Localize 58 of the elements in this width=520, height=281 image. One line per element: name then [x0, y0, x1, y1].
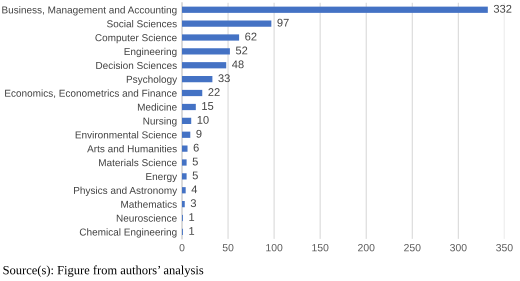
y-tick-label: Arts and Humanities	[87, 144, 177, 152]
data-label: 48	[232, 60, 244, 68]
data-label: 15	[202, 102, 214, 110]
bar	[182, 159, 187, 166]
y-tick-label: Business, Management and Accounting	[2, 6, 177, 16]
bar	[182, 48, 230, 55]
data-label: 1	[189, 213, 194, 221]
data-label: 332	[494, 4, 512, 13]
bar	[182, 187, 186, 194]
y-tick-label: Environmental Science	[76, 131, 177, 138]
y-tick-label: Mathematics	[121, 200, 177, 208]
data-label: 3	[190, 199, 196, 208]
bar	[182, 145, 188, 152]
y-tick-label: Energy	[146, 173, 178, 182]
data-label: 9	[196, 130, 202, 138]
bar	[182, 132, 190, 138]
data-label: 52	[236, 46, 248, 54]
x-tick-label: 0	[180, 244, 184, 252]
data-label: 1	[189, 227, 194, 235]
y-tick-label: Engineering	[124, 48, 176, 58]
y-tick-label: Economics, Econometrics and Finance	[5, 89, 177, 98]
y-tick-label: Neuroscience	[116, 214, 177, 222]
y-tick-label: Chemical Engineering	[80, 228, 176, 238]
data-label: 62	[245, 32, 256, 41]
x-tick-label: 100	[266, 244, 282, 252]
x-tick-label: 300	[450, 244, 467, 252]
data-label: 5	[192, 158, 198, 166]
data-label: 6	[194, 144, 199, 152]
bar	[182, 201, 185, 208]
y-tick-label: Physics and Astronomy	[74, 186, 178, 196]
bar	[182, 118, 192, 124]
y-tick-label: Computer Science	[95, 34, 177, 44]
x-tick-label: 250	[404, 244, 421, 252]
data-label: 10	[198, 116, 209, 124]
bar	[182, 62, 226, 68]
x-tick-label: 50	[222, 244, 234, 252]
bar	[182, 104, 196, 110]
data-label: 97	[277, 18, 289, 27]
source-note: Source(s): Figure from authors’ analysis	[3, 265, 204, 277]
bar	[182, 76, 212, 82]
bar	[182, 6, 488, 13]
data-label: 22	[208, 88, 220, 96]
y-tick-label: Medicine	[138, 103, 177, 111]
y-tick-label: Nursing	[144, 117, 176, 127]
y-tick-label: Social Sciences	[107, 20, 177, 28]
x-tick-label: 350	[496, 244, 513, 252]
bar	[182, 20, 272, 27]
bar	[182, 173, 187, 180]
data-label: 5	[192, 172, 198, 180]
data-label: 4	[191, 185, 198, 194]
x-tick-label: 200	[358, 244, 375, 252]
x-tick-label: 150	[312, 244, 328, 252]
y-tick-label: Decision Sciences	[96, 62, 177, 70]
bar	[182, 90, 202, 96]
bar	[182, 34, 240, 41]
data-label: 33	[218, 74, 230, 82]
y-tick-label: Psychology	[126, 76, 178, 85]
y-tick-label: Materials Science	[99, 158, 177, 166]
